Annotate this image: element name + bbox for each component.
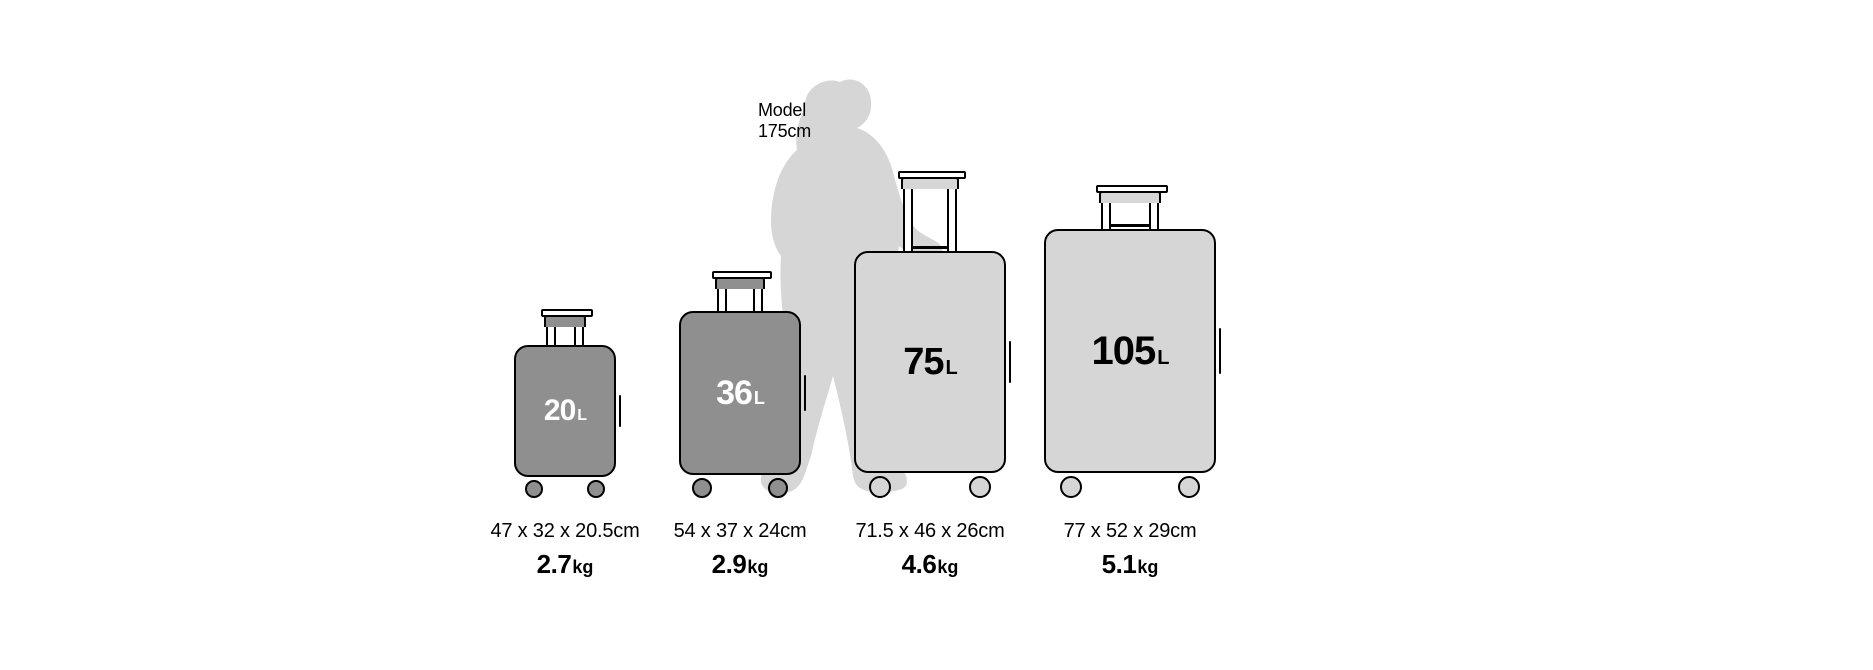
wheel-icon xyxy=(768,478,788,498)
wheel-icon xyxy=(587,480,605,498)
volume-unit: L xyxy=(754,388,764,409)
suitcase-col-36l: 36 L 54 x 37 x 24cm 2.9kg xyxy=(640,0,840,670)
volume-unit: L xyxy=(946,357,957,380)
dimensions-text: 54 x 37 x 24cm xyxy=(640,520,840,543)
suitcase-75l: 75 L xyxy=(854,177,1006,498)
dimensions-text: 71.5 x 46 x 26cm xyxy=(825,520,1035,543)
dimensions-text: 77 x 52 x 29cm xyxy=(1015,520,1245,543)
caption-75l: 71.5 x 46 x 26cm 4.6kg xyxy=(825,520,1035,580)
suitcase-body: 75 L xyxy=(854,251,1006,473)
weight-number: 2.7 xyxy=(537,549,572,579)
weight-unit: kg xyxy=(747,557,768,577)
suitcase-body: 105 L xyxy=(1044,229,1216,473)
volume-number: 105 xyxy=(1092,329,1156,374)
wheel-icon xyxy=(525,480,543,498)
wheel-icon xyxy=(969,476,991,498)
weight-unit: kg xyxy=(572,557,593,577)
suitcase-105l: 105 L xyxy=(1044,191,1216,498)
weight-number: 4.6 xyxy=(902,549,937,579)
suitcase-20l: 20 L xyxy=(514,315,616,498)
wheel-icon xyxy=(1178,476,1200,498)
weight-number: 5.1 xyxy=(1102,549,1137,579)
infographic-stage: Model 175cm xyxy=(0,0,1873,670)
volume-number: 75 xyxy=(903,341,943,384)
volume-unit: L xyxy=(577,407,586,425)
suitcase-body: 20 L xyxy=(514,345,616,477)
weight-unit: kg xyxy=(937,557,958,577)
volume-unit: L xyxy=(1157,347,1168,370)
volume-label: 20 L xyxy=(544,394,586,428)
weight-text: 5.1kg xyxy=(1015,549,1245,580)
volume-label: 36 L xyxy=(716,374,764,413)
suitcase-col-75l: 75 L 71.5 x 46 x 26cm 4.6kg xyxy=(825,0,1035,670)
volume-label: 75 L xyxy=(903,341,957,384)
suitcase-36l: 36 L xyxy=(679,277,801,498)
volume-label: 105 L xyxy=(1092,329,1169,374)
caption-105l: 77 x 52 x 29cm 5.1kg xyxy=(1015,520,1245,580)
wheel-icon xyxy=(869,476,891,498)
dimensions-text: 47 x 32 x 20.5cm xyxy=(470,520,660,543)
volume-number: 20 xyxy=(544,394,575,428)
weight-number: 2.9 xyxy=(712,549,747,579)
caption-20l: 47 x 32 x 20.5cm 2.7kg xyxy=(470,520,660,580)
suitcase-col-105l: 105 L 77 x 52 x 29cm 5.1kg xyxy=(1015,0,1245,670)
suitcase-col-20l: 20 L 47 x 32 x 20.5cm 2.7kg xyxy=(470,0,660,670)
wheel-icon xyxy=(692,478,712,498)
weight-unit: kg xyxy=(1137,557,1158,577)
weight-text: 4.6kg xyxy=(825,549,1035,580)
weight-text: 2.7kg xyxy=(470,549,660,580)
volume-number: 36 xyxy=(716,374,752,413)
caption-36l: 54 x 37 x 24cm 2.9kg xyxy=(640,520,840,580)
wheel-icon xyxy=(1060,476,1082,498)
weight-text: 2.9kg xyxy=(640,549,840,580)
suitcase-body: 36 L xyxy=(679,311,801,475)
